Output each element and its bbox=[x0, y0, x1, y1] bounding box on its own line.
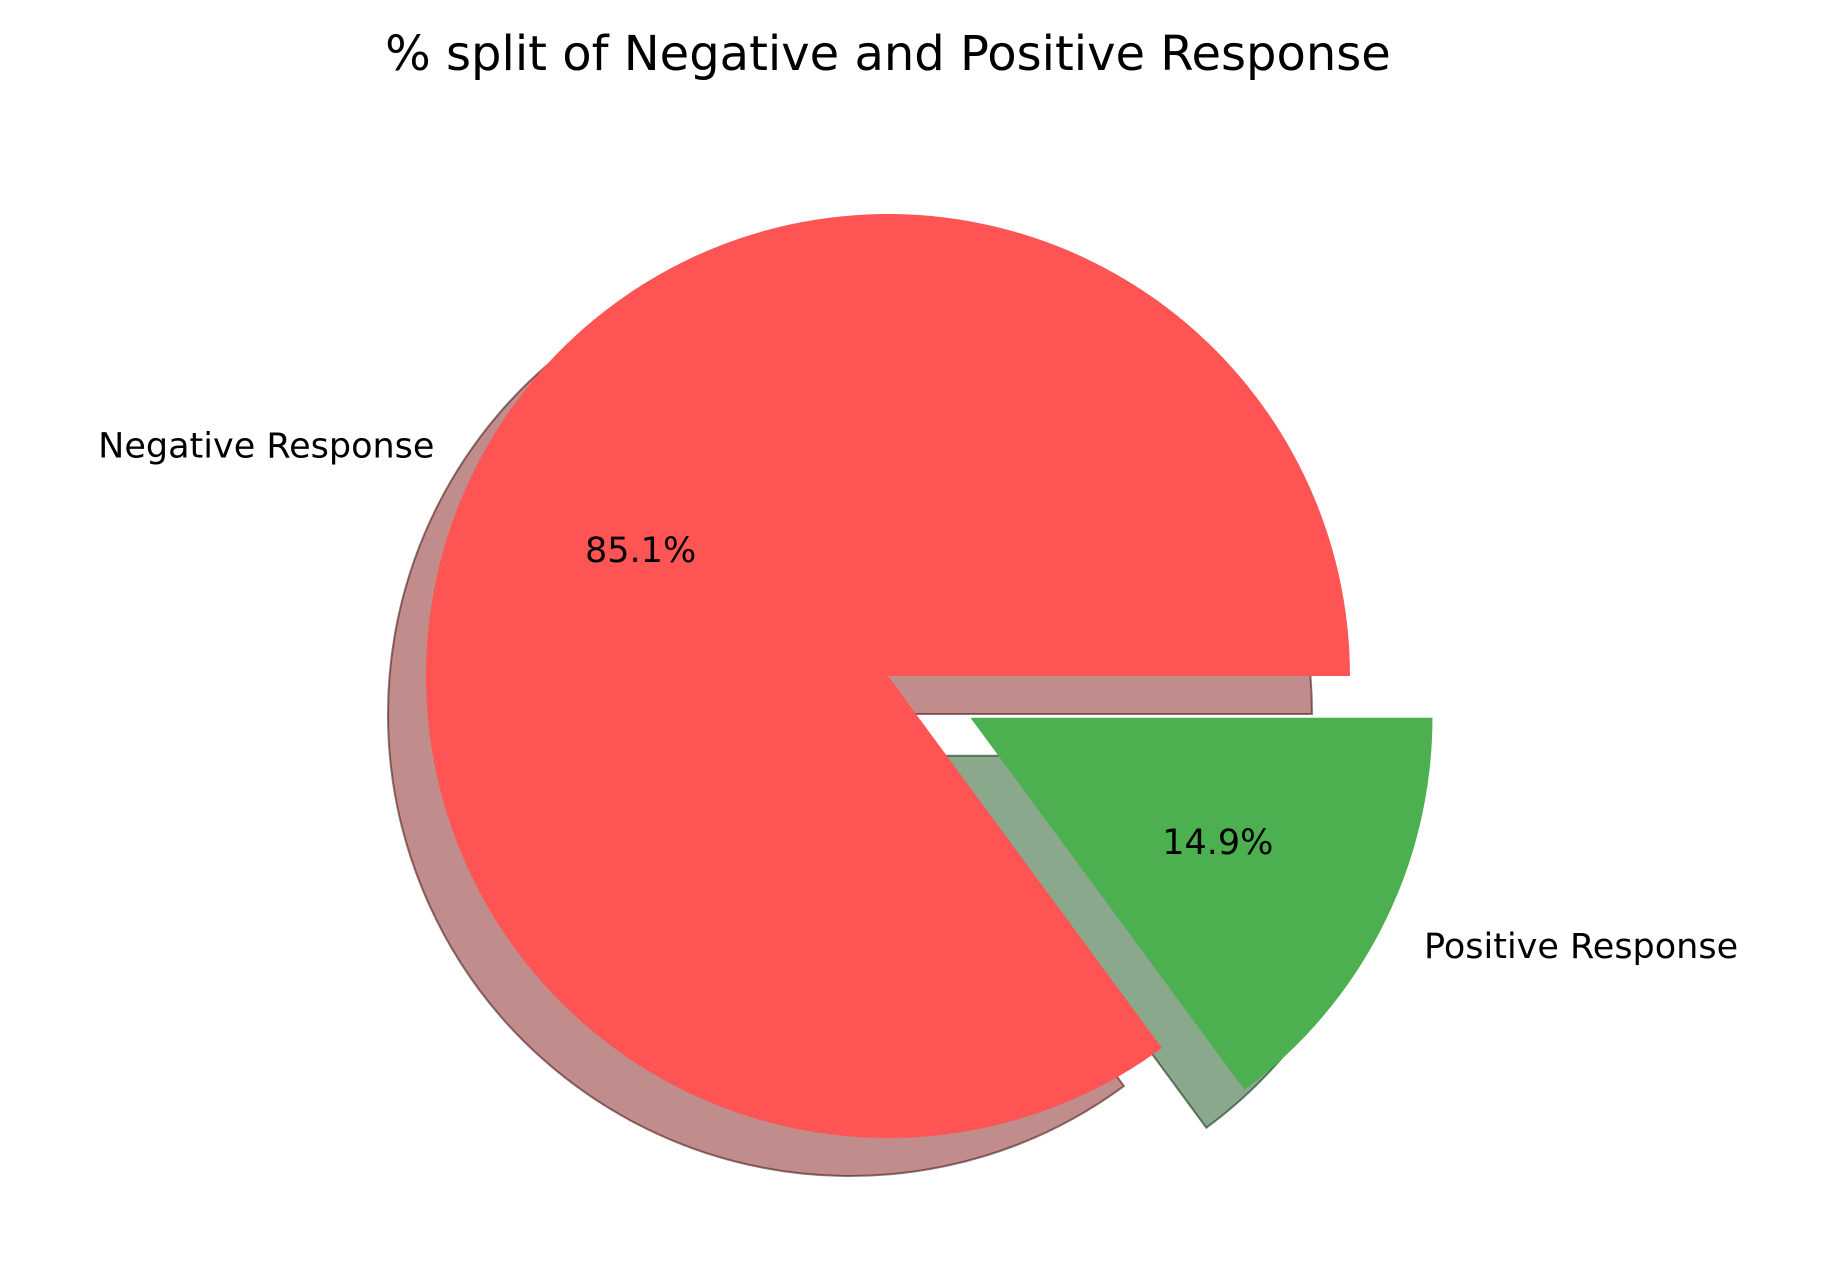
label-layer: 85.1% Negative Response 14.9% Positive Resp… bbox=[98, 427, 1738, 967]
slice-layer bbox=[426, 213, 1433, 1139]
category-label-negative-response: Negative Response bbox=[98, 427, 434, 467]
pct-label-positive-response: 14.9% bbox=[1162, 823, 1273, 863]
category-label-positive-response: Positive Response bbox=[1424, 927, 1738, 967]
pct-label-negative-response: 85.1% bbox=[585, 531, 696, 571]
slice-positive-response bbox=[970, 717, 1433, 1090]
slice-negative-response bbox=[426, 213, 1351, 1139]
chart-title: % split of Negative and Positive Respons… bbox=[385, 26, 1391, 82]
